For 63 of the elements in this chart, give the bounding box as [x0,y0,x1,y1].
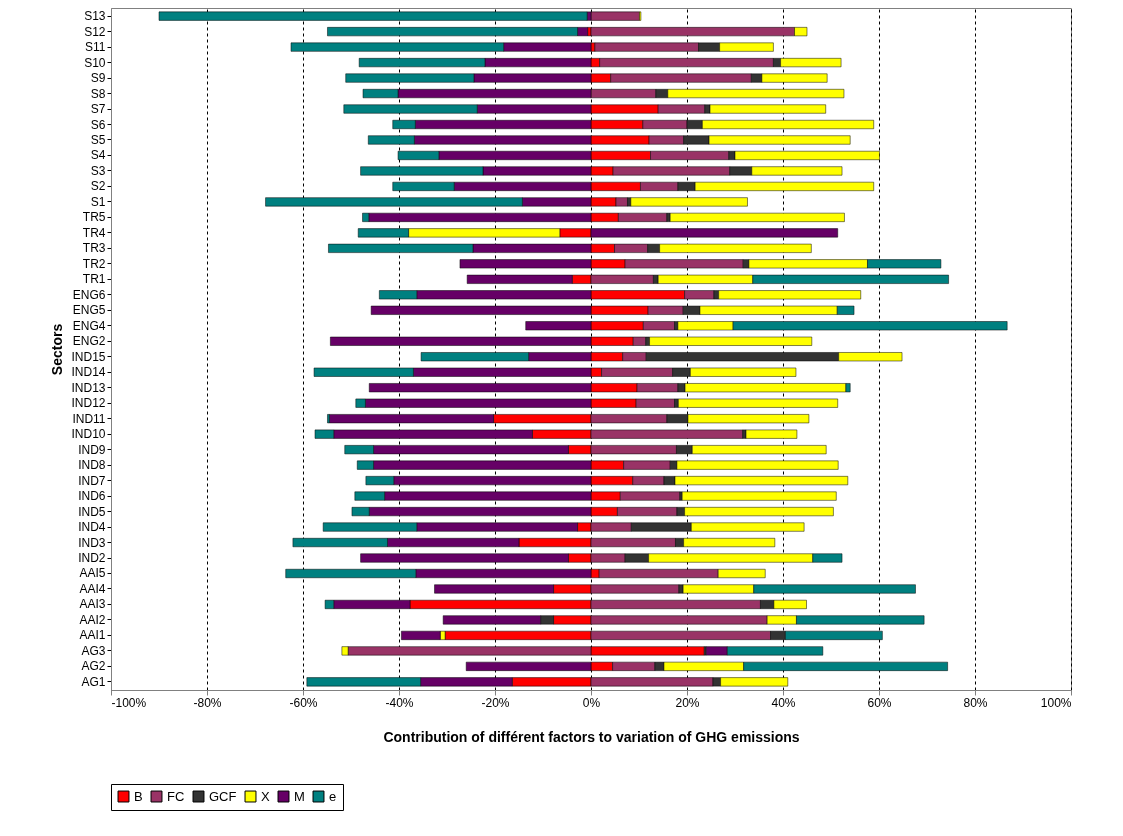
y-tick-label: S4 [90,148,106,163]
y-tick-label: IND2 [78,551,106,566]
y-tick-label: ENG6 [72,287,106,302]
y-tick-label: AAI1 [79,628,106,643]
y-tick-label: AG2 [81,659,106,674]
y-tick-label: IND9 [78,442,106,457]
y-tick-label: IND15 [71,349,106,364]
y-tick-label: S9 [90,71,106,86]
x-tick-label: 100% [1040,695,1072,710]
x-tick-label: 40% [771,695,796,710]
y-tick-label: AG3 [81,643,106,658]
y-tick-label: S8 [90,86,106,101]
y-tick-label: S10 [84,55,106,70]
y-tick-label: AAI3 [79,597,106,612]
legend-label: B [134,788,143,804]
y-tick-label: S11 [85,40,106,55]
legend-label: X [261,788,270,804]
x-tick-label: 20% [675,695,700,710]
y-axis-title: Sectors [49,323,66,376]
y-tick-label: TR5 [82,210,106,225]
y-tick-label: IND4 [78,520,106,535]
y-tick-label: AAI2 [79,612,106,627]
x-axis-title: Contribution of différent factors to variation of GHG emissions [383,728,800,745]
x-tick-label: 0% [582,695,601,710]
y-tick-label: S7 [90,102,106,117]
y-tick-label: IND12 [71,396,106,411]
y-tick-label: IND8 [78,458,106,473]
y-tick-label: S13 [84,9,106,24]
y-tick-label: AAI4 [79,581,106,596]
x-tick-label: -80% [193,695,222,710]
y-tick-label: S5 [90,132,106,147]
legend-label: FC [167,788,185,804]
x-tick-label: 60% [867,695,892,710]
y-tick-label: S2 [90,179,106,194]
legend-label: M [294,788,305,804]
y-tick-label: TR2 [82,256,106,271]
y-tick-label: S6 [90,117,106,132]
x-tick-label: -20% [481,695,510,710]
x-tick-label: 80% [963,695,988,710]
y-tick-label: ENG4 [72,318,106,333]
y-tick-label: S1 [90,194,106,209]
legend-label: GCF [209,788,237,804]
legend-label: e [329,788,337,804]
y-tick-label: TR3 [82,241,106,256]
y-tick-label: AAI5 [79,566,106,581]
y-tick-label: IND10 [71,427,106,442]
y-tick-label: IND7 [78,473,106,488]
y-tick-label: S3 [90,163,106,178]
x-tick-label: -40% [385,695,414,710]
y-tick-label: ENG2 [72,334,106,349]
y-tick-label: AG1 [81,674,106,689]
y-tick-label: ENG5 [72,303,106,318]
y-tick-label: IND3 [78,535,106,550]
y-tick-label: TR4 [82,225,106,240]
y-tick-label: S12 [84,24,106,39]
x-tick-label: -100% [111,695,147,710]
y-tick-label: IND5 [78,504,106,519]
x-tick-label: -60% [289,695,318,710]
y-tick-label: IND6 [78,489,106,504]
y-tick-label: IND14 [71,365,106,380]
y-tick-label: TR1 [82,272,106,287]
y-tick-label: IND13 [71,380,106,395]
y-tick-label: IND11 [72,411,106,426]
